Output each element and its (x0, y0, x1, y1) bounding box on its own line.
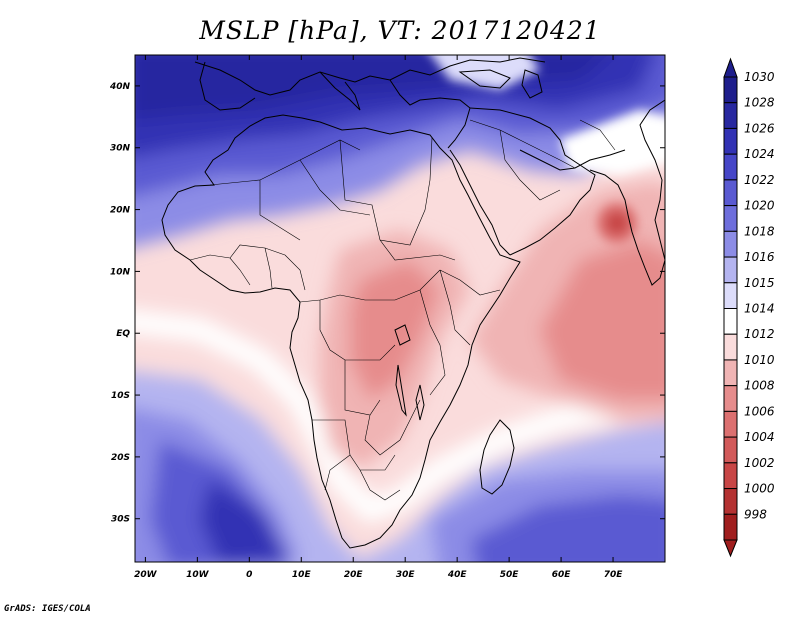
lon-label: 20W (134, 570, 158, 580)
lon-label: 30E (396, 570, 416, 580)
sahara-borders (209, 137, 456, 261)
colorbar-label: 1008 (744, 379, 775, 393)
lat-label: 20S (111, 453, 130, 463)
central-africa-borders (299, 269, 441, 456)
indian-ocean-high-core (470, 495, 665, 562)
southern-africa-borders (312, 419, 401, 501)
arabian-sea-low-core (540, 240, 665, 400)
colorbar-swatch (723, 282, 738, 309)
west-africa-borders (189, 244, 306, 291)
colorbar-label: 1000 (744, 482, 775, 496)
africa-coastline (161, 114, 521, 549)
colorbar-bottom-arrow (723, 539, 738, 558)
colorbar-swatch (723, 76, 738, 104)
greece-turkey-coast (389, 79, 471, 109)
colorbar-label: 1010 (744, 353, 775, 367)
colorbar-swatch (723, 256, 738, 284)
south-atlantic-high-center (200, 480, 290, 562)
colorbar-swatch (723, 230, 738, 258)
neutral-band (135, 309, 665, 524)
colorbar-swatch (723, 410, 738, 438)
colorbar-label: 1022 (744, 173, 775, 187)
colorbar-label: 998 (744, 507, 767, 521)
lon-label: 20E (344, 570, 364, 580)
lon-label: 10W (186, 570, 210, 580)
lon-label: 0 (246, 570, 252, 580)
colorbar-label: 1018 (744, 224, 775, 238)
colorbar-label: 1024 (744, 147, 775, 161)
longitude-axis: 20W 10W 0 10E 20E 30E 40E 50E 60E 70E (134, 55, 623, 580)
colorbar-swatch (723, 179, 738, 207)
lat-label: 20N (110, 206, 131, 216)
country-borders (189, 119, 616, 501)
colorbar-label: 1014 (744, 302, 775, 316)
colorbar-swatch (723, 436, 738, 464)
colorbar-label: 1012 (744, 327, 775, 341)
plot-frame (134, 54, 666, 563)
madagascar-coast (479, 419, 515, 495)
lon-label: 40E (447, 570, 468, 580)
colorbar-label: 1030 (744, 70, 775, 84)
colorbar-swatch (723, 153, 738, 181)
grads-credit: GrADS: IGES/COLA (4, 604, 91, 614)
lat-label: 40N (109, 82, 131, 92)
colorbar-label: 1020 (744, 199, 775, 213)
colorbar-swatch (723, 488, 738, 515)
levant-red-sea-coast (447, 107, 511, 256)
colorbar-swatch (723, 308, 738, 335)
colorbar-swatch (723, 333, 738, 361)
italy-coast (319, 71, 361, 111)
iberia-coast (199, 61, 256, 111)
lon-label: 50E (500, 570, 520, 580)
colorbar-label: 1004 (744, 430, 775, 444)
colorbar-swatch (723, 127, 738, 155)
lon-label: 10E (292, 570, 312, 580)
lat-label: 10S (111, 391, 130, 401)
colorbar-label: 1016 (744, 250, 775, 264)
colorbar-top-arrow (723, 57, 738, 78)
colorbar-swatch (723, 513, 738, 541)
colorbar-label: 1006 (744, 404, 775, 418)
lon-label: 60E (552, 570, 572, 580)
colorbar: 1030 1028 1026 1024 1022 1020 1018 1016 1015 1014… (723, 57, 775, 558)
map-title: MSLP [hPa], VT: 2017120421 (199, 16, 601, 45)
lon-label: 70E (604, 570, 624, 580)
cyclone-core (606, 212, 628, 234)
black-caspian-seas (458, 69, 543, 99)
colorbar-swatch (723, 205, 738, 232)
middle-east-borders (469, 119, 616, 201)
lat-label: EQ (116, 329, 130, 339)
india-coast-band (560, 110, 665, 175)
europe-coast (194, 57, 546, 96)
colorbar-swatch (723, 462, 738, 490)
lat-label: 30S (111, 515, 130, 525)
arabia-coast (469, 107, 596, 256)
lat-label: 10N (110, 267, 131, 277)
great-lakes (394, 324, 425, 421)
india-coast (589, 99, 665, 286)
east-africa-borders (419, 269, 501, 396)
colorbar-swatch (723, 359, 738, 387)
colorbar-label: 1015 (744, 276, 775, 290)
colorbar-label: 1026 (744, 121, 775, 135)
lat-label: 30N (110, 144, 131, 154)
colorbar-swatch (723, 385, 738, 412)
colorbar-label: 1002 (744, 456, 775, 470)
pressure-field (135, 55, 665, 562)
colorbar-swatch (723, 102, 738, 129)
latitude-axis: 40N 30N 20N 10N EQ 10S 20S 30S (109, 82, 665, 525)
colorbar-label: 1028 (744, 96, 775, 110)
